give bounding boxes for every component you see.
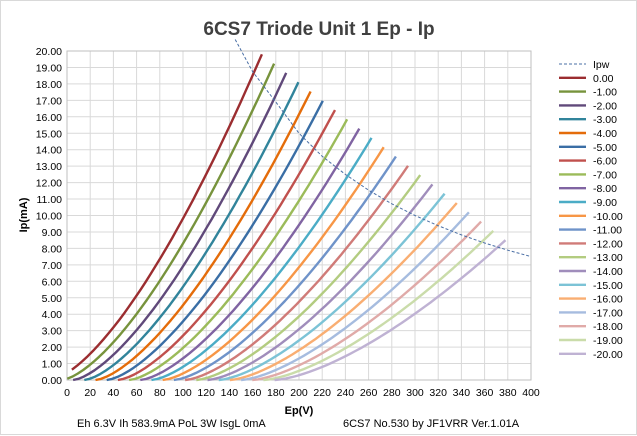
curve-grid--20.00 — [274, 239, 507, 382]
x-tick-label: 60 — [131, 387, 143, 399]
y-tick-label: 1.00 — [42, 359, 63, 371]
x-tick-label: 340 — [453, 387, 471, 399]
plot-area — [66, 50, 532, 381]
x-tick-label: 200 — [290, 387, 308, 399]
curve-ipw — [234, 39, 532, 258]
y-tick-label: 17.00 — [36, 95, 62, 107]
x-tick-label: 380 — [499, 387, 517, 399]
curve-grid--6.00 — [117, 109, 337, 382]
curve-grid--17.00 — [240, 211, 470, 382]
legend-label: 0.00 — [593, 73, 614, 85]
y-tick-label: 4.00 — [42, 309, 63, 321]
y-tick-label: 18.00 — [36, 79, 62, 91]
x-tick-label: 280 — [383, 387, 401, 399]
legend-label: -10.00 — [593, 211, 623, 223]
x-tick-label: 220 — [313, 387, 331, 399]
curve-grid--13.00 — [196, 174, 422, 382]
curve-grid--16.00 — [229, 202, 458, 382]
legend-label: -7.00 — [593, 169, 617, 181]
grid-lines — [66, 50, 532, 381]
legend: Ipw 0.00 -1.00-2.00 -3.00 -4.00 -5.00 -6.00-7.… — [559, 59, 623, 361]
x-tick-label: 120 — [197, 387, 215, 399]
x-tick-label: 40 — [108, 387, 120, 399]
legend-label: -16.00 — [593, 294, 623, 306]
y-tick-label: 5.00 — [42, 293, 63, 305]
legend-label: -6.00 — [593, 156, 617, 168]
chart-title: 6CS7 Triode Unit 1 Ep - Ip — [203, 19, 434, 40]
x-tick-label: 320 — [429, 387, 447, 399]
legend-label: -12.00 — [593, 238, 623, 250]
curve-grid--5.00 — [106, 100, 324, 382]
y-tick-label: 11.00 — [37, 194, 63, 206]
y-tick-label: 20.00 — [36, 46, 62, 58]
legend-label: -8.00 — [593, 183, 617, 195]
y-tick-label: 0.00 — [42, 375, 63, 387]
y-tick-label: 3.00 — [42, 326, 63, 338]
curve-grid-0.00 — [71, 53, 263, 371]
curve-grid--12.00 — [184, 165, 409, 382]
curve-grid--15.00 — [218, 192, 446, 382]
x-tick-label: 260 — [360, 387, 378, 399]
curve-grid--11.00 — [173, 155, 397, 382]
y-tick-label: 7.00 — [42, 260, 63, 272]
y-tick-label: 16.00 — [36, 112, 62, 124]
x-tick-label: 140 — [221, 387, 239, 399]
legend-label: -13.00 — [593, 252, 623, 264]
curve-grid--9.00 — [151, 137, 373, 382]
x-tick-labels: 0 20 40 60 80 100 120 140 160 180 200 220 240 260 280 3… — [64, 387, 540, 399]
legend-label: -1.00 — [593, 87, 617, 99]
legend-label: -4.00 — [593, 128, 617, 140]
legend-label: Ipw — [593, 59, 610, 71]
curve-grid--1.00 — [66, 63, 276, 380]
curve-grid--14.00 — [207, 183, 434, 382]
curve-grid--7.00 — [128, 118, 349, 382]
curve-grid--18.00 — [252, 220, 482, 382]
legend-label: -17.00 — [593, 307, 623, 319]
y-axis-label: Ip(mA) — [18, 197, 30, 232]
x-tick-label: 0 — [64, 387, 70, 399]
x-axis-label: Ep(V) — [285, 405, 314, 417]
legend-label: -20.00 — [593, 349, 623, 361]
curve-grid--2.00 — [72, 72, 288, 382]
y-tick-labels: 0.00 1.00 2.00 3.00 4.00 5.00 6.00 7.00 8.00 9.00… — [36, 46, 62, 387]
footer-left: Eh 6.3V Ih 583.9mA PoL 3W IsgL 0mA — [77, 418, 266, 430]
x-tick-label: 20 — [84, 387, 96, 399]
x-tick-label: 240 — [337, 387, 355, 399]
legend-label: -2.00 — [593, 100, 617, 112]
y-tick-label: 8.00 — [42, 243, 63, 255]
footer-right: 6CS7 No.530 by JF1VRR Ver.1.01A — [343, 418, 520, 430]
curve-grid--4.00 — [95, 90, 312, 382]
y-tick-label: 12.00 — [36, 178, 62, 190]
curve-grid--8.00 — [140, 127, 361, 382]
y-tick-label: 6.00 — [42, 276, 63, 288]
legend-label: -15.00 — [593, 280, 623, 292]
legend-label: -14.00 — [593, 266, 623, 278]
y-tick-label: 19.00 — [36, 62, 62, 74]
legend-label: -11.00 — [593, 225, 622, 237]
y-tick-label: 13.00 — [36, 161, 62, 173]
x-tick-label: 80 — [154, 387, 166, 399]
x-tick-label: 180 — [267, 387, 285, 399]
x-tick-label: 400 — [522, 387, 540, 399]
curve-grid--10.00 — [162, 146, 385, 382]
legend-label: -9.00 — [593, 197, 617, 209]
x-tick-label: 360 — [476, 387, 494, 399]
y-tick-label: 9.00 — [42, 227, 63, 239]
legend-label: -3.00 — [593, 114, 617, 126]
x-tick-label: 100 — [174, 387, 192, 399]
legend-label: -19.00 — [593, 335, 623, 347]
y-tick-label: 10.00 — [36, 211, 62, 223]
y-tick-label: 2.00 — [42, 342, 63, 354]
plot-curves — [66, 39, 532, 382]
curve-grid--19.00 — [263, 230, 495, 382]
legend-label: -5.00 — [593, 142, 617, 154]
x-tick-label: 300 — [406, 387, 424, 399]
x-tick-label: 160 — [244, 387, 262, 399]
curve-grid--3.00 — [84, 81, 300, 382]
y-tick-label: 15.00 — [36, 128, 62, 140]
legend-label: -18.00 — [593, 321, 623, 333]
y-tick-label: 14.00 — [36, 145, 62, 157]
